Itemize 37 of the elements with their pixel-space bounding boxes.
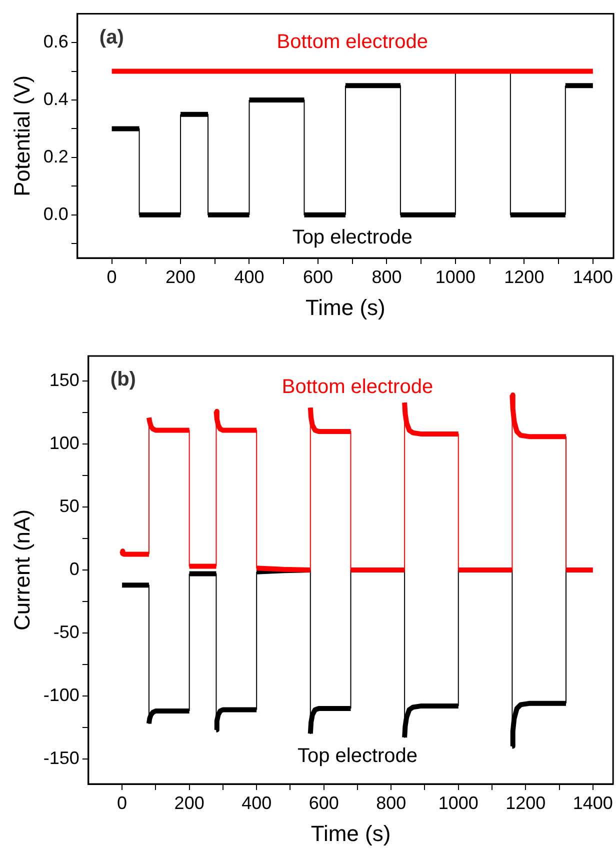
x-tick-label: 1200: [504, 266, 544, 287]
x-tick-label: 1400: [572, 792, 613, 813]
y-tick-label: 50: [59, 496, 80, 516]
y-tick-label: -100: [43, 684, 80, 705]
x-axis-title: Time (s): [306, 294, 386, 320]
annotation: (b): [110, 368, 136, 391]
y-axis-title: Potential (V): [9, 75, 34, 196]
x-tick-label: 1200: [506, 792, 546, 813]
x-tick-label: 1400: [572, 266, 613, 287]
y-tick-label: -50: [53, 622, 80, 642]
x-tick-label: 0: [117, 792, 128, 813]
x-tick-label: 800: [372, 266, 402, 287]
x-tick-label: 600: [308, 792, 339, 813]
x-tick-label: 800: [376, 792, 406, 813]
series-label: Top electrode: [292, 226, 412, 248]
annotation: (a): [99, 26, 124, 48]
y-tick-label: 150: [49, 370, 80, 390]
y-tick-label: 0.6: [43, 32, 68, 52]
x-tick-label: 0: [106, 266, 117, 287]
y-axis-title: Current (nA): [9, 509, 34, 631]
x-tick-label: 200: [174, 792, 204, 813]
series-label: Bottom electrode: [282, 376, 434, 398]
x-tick-label: 1000: [438, 792, 478, 813]
y-tick-label: 0.2: [43, 146, 68, 166]
series-label: Bottom electrode: [276, 31, 428, 54]
x-tick-label: 200: [165, 266, 196, 287]
y-tick-label: 0.0: [43, 204, 68, 224]
x-tick-label: 400: [234, 266, 264, 287]
y-tick-label: 100: [49, 433, 80, 454]
y-tick-label: 0.4: [43, 88, 68, 109]
x-tick-label: 1000: [435, 266, 476, 287]
y-tick-label: -150: [43, 748, 80, 768]
x-axis-title: Time (s): [310, 820, 391, 846]
y-tick-label: 0: [69, 558, 80, 579]
x-tick-label: 400: [242, 792, 272, 813]
x-tick-label: 600: [302, 266, 334, 287]
series-label: Top electrode: [297, 744, 418, 767]
